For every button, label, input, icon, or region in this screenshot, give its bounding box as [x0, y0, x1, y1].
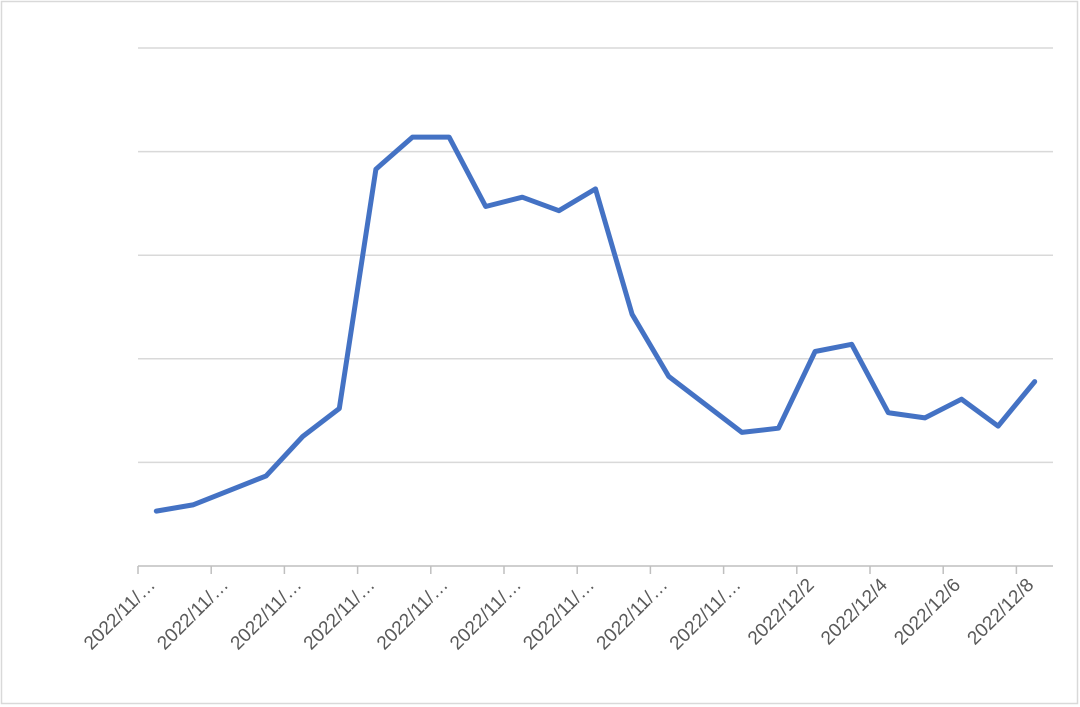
data-line [153, 134, 1038, 514]
